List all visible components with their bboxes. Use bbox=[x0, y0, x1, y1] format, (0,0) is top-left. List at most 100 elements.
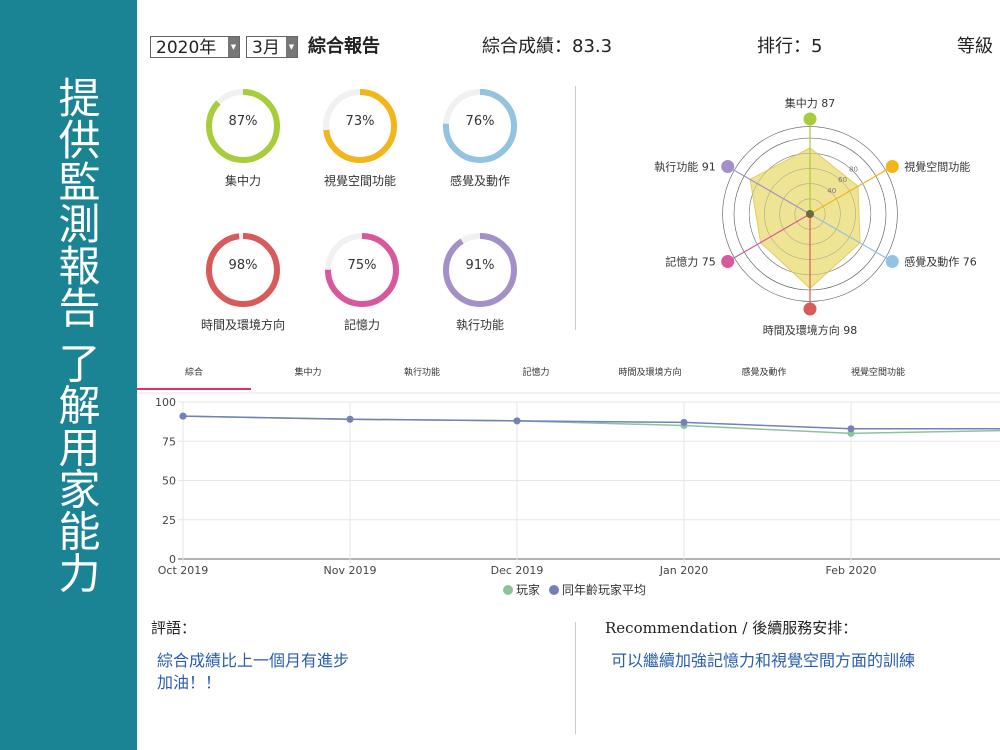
tab-0[interactable]: 綜合 bbox=[184, 368, 203, 378]
chart-data-point bbox=[346, 415, 354, 423]
radar-axis-line bbox=[727, 213, 811, 263]
chart-x-tick-label: Feb 2020 bbox=[826, 564, 877, 577]
year-select[interactable]: 2020年 ▼ bbox=[150, 36, 240, 58]
chart-legend-label: 玩家 bbox=[516, 582, 540, 597]
radar-area bbox=[749, 147, 861, 290]
chart-series-line bbox=[182, 415, 1000, 430]
chart-x-tick-label: Oct 2019 bbox=[158, 564, 209, 577]
active-tab-indicator bbox=[137, 388, 251, 390]
radar-ring-label: 40 bbox=[827, 187, 836, 195]
progress-ring-graphic bbox=[206, 233, 280, 307]
progress-ring-fill bbox=[323, 89, 397, 163]
main-panel: 2020年 ▼ 3月 ▼ 綜合報告 綜合成績：83.3 排行：5 等級 87% 集… bbox=[137, 0, 1000, 750]
chart-data-point bbox=[680, 418, 688, 426]
recommendation-label: Recommendation / 後續服務安排： bbox=[605, 619, 858, 637]
progress-ring-percent: 98% bbox=[228, 258, 258, 273]
tab-6[interactable]: 視覺空間功能 bbox=[850, 368, 905, 378]
year-dropdown-caret-icon[interactable]: ▼ bbox=[228, 37, 239, 57]
month-select-value: 3月 bbox=[252, 38, 280, 58]
radar-axis-dot bbox=[721, 255, 735, 268]
progress-ring-graphic bbox=[323, 89, 397, 163]
progress-ring-label: 記憶力 bbox=[343, 318, 380, 332]
radar-axis-label: 感覺及動作 76 bbox=[904, 255, 977, 269]
chart-y-tick-label: 100 bbox=[155, 396, 176, 409]
progress-ring: 91% bbox=[440, 230, 520, 310]
recommendation-line: 可以繼續加強記憶力和視覺空間方面的訓練 bbox=[611, 651, 916, 670]
progress-ring-graphic bbox=[443, 233, 517, 307]
radar-axis-dot bbox=[885, 255, 899, 268]
radar-axis-line bbox=[809, 165, 893, 215]
progress-ring-percent: 76% bbox=[465, 114, 495, 129]
chart-data-point bbox=[847, 425, 855, 433]
divider bbox=[575, 622, 576, 734]
progress-ring-label: 集中力 bbox=[224, 174, 261, 188]
chart-data-point bbox=[513, 417, 521, 425]
tab-4[interactable]: 時間及環境方向 bbox=[618, 368, 682, 378]
progress-ring-label: 視覺空間功能 bbox=[323, 174, 396, 188]
progress-ring-fill bbox=[206, 89, 280, 163]
chart-y-tick-label: 25 bbox=[162, 514, 176, 527]
progress-ring-percent: 75% bbox=[347, 258, 377, 273]
tab-3[interactable]: 記憶力 bbox=[522, 368, 550, 378]
progress-ring-graphic bbox=[206, 89, 280, 163]
radar-axis-line bbox=[727, 165, 811, 215]
month-select[interactable]: 3月 ▼ bbox=[246, 36, 298, 58]
radar-ring-label: 80 bbox=[849, 166, 858, 174]
progress-ring: 98% bbox=[203, 230, 283, 310]
report-title: 綜合報告 bbox=[308, 36, 380, 57]
progress-ring-graphic bbox=[325, 233, 399, 307]
tab-1[interactable]: 集中力 bbox=[294, 368, 322, 378]
comment-line: 加油！！ bbox=[157, 673, 222, 692]
comment-label: 評語： bbox=[151, 619, 197, 637]
chart-x-tick-label: Jan 2020 bbox=[659, 564, 708, 577]
progress-ring-label: 執行功能 bbox=[455, 318, 504, 332]
radar-center-dot bbox=[806, 210, 814, 218]
progress-ring: 87% bbox=[203, 86, 283, 166]
radar-axis-dot bbox=[803, 112, 817, 126]
chart-legend-swatch bbox=[503, 585, 513, 595]
radar-axis-label: 視覺空間功能 bbox=[904, 160, 970, 174]
overall-score: 綜合成績：83.3 bbox=[482, 36, 613, 57]
recommendation-text: 可以繼續加強記憶力和視覺空間方面的訓練 bbox=[611, 650, 915, 672]
chart-data-point bbox=[179, 412, 187, 420]
comment-text: 綜合成績比上一個月有進步 加油！！ bbox=[157, 650, 349, 694]
progress-ring-percent: 73% bbox=[345, 114, 375, 129]
chart-x-tick-label: Nov 2019 bbox=[324, 564, 377, 577]
year-select-value: 2020年 bbox=[156, 38, 217, 58]
progress-ring: 73% bbox=[320, 86, 400, 166]
line-chart: 0 25 50 75 100 Oct 2019 Nov 2019 Dec 2019 Jan 20… bbox=[137, 392, 1000, 597]
chart-y-tick-label: 50 bbox=[162, 475, 176, 488]
progress-ring: 75% bbox=[322, 230, 402, 310]
radar-axis-dot bbox=[885, 160, 899, 173]
progress-ring-graphic bbox=[443, 89, 517, 163]
radar-axis-dot bbox=[803, 302, 817, 316]
radar-axis-label: 集中力 87 bbox=[785, 96, 836, 110]
progress-ring-fill bbox=[206, 233, 280, 307]
progress-ring-percent: 87% bbox=[228, 114, 258, 129]
chart-legend-swatch bbox=[549, 585, 559, 595]
category-tabs: 綜合 集中力 執行功能 記憶力 時間及環境方向 感覺及動作 視覺空間功能 bbox=[137, 362, 1000, 390]
tab-2[interactable]: 執行功能 bbox=[403, 368, 440, 378]
chart-y-tick-label: 75 bbox=[162, 435, 176, 448]
progress-ring-fill bbox=[325, 233, 399, 307]
tab-5[interactable]: 感覺及動作 bbox=[741, 368, 787, 378]
sidebar-title: 提供監測報告 了解用家能力 bbox=[52, 76, 101, 594]
radar-ring-label: 60 bbox=[838, 176, 847, 184]
divider bbox=[575, 86, 576, 330]
radar-axis-label: 記憶力 75 bbox=[665, 255, 716, 269]
progress-ring-fill bbox=[443, 89, 517, 163]
radar-axis-dot bbox=[721, 160, 735, 173]
chart-y-tick-label: 0 bbox=[169, 553, 176, 566]
chart-legend-label: 同年齡玩家平均 bbox=[562, 582, 646, 597]
month-dropdown-caret-icon[interactable]: ▼ bbox=[286, 37, 297, 57]
progress-ring: 76% bbox=[440, 86, 520, 166]
grade: 等級 bbox=[957, 36, 993, 57]
radar-axis-line bbox=[809, 213, 893, 263]
rank: 排行：5 bbox=[757, 36, 823, 57]
radar-axis-label: 執行功能 91 bbox=[654, 160, 716, 174]
progress-ring-fill bbox=[443, 233, 517, 307]
progress-ring-label: 感覺及動作 bbox=[449, 174, 510, 188]
chart-x-tick-label: Dec 2019 bbox=[491, 564, 544, 577]
radar-axis-label: 時間及環境方向 98 bbox=[763, 323, 858, 337]
progress-ring-label: 時間及環境方向 bbox=[200, 318, 285, 332]
